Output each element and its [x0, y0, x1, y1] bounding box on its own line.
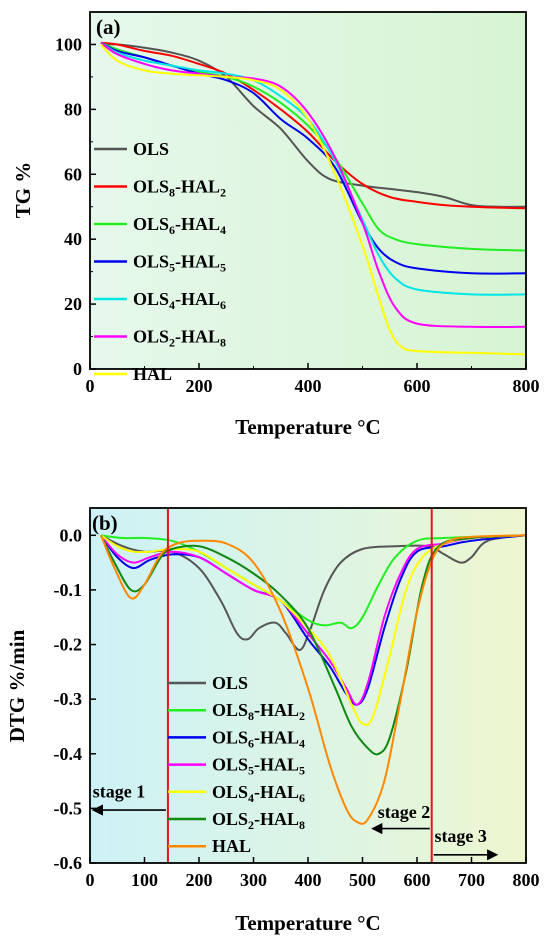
x-tick-label: 700 [458, 870, 485, 890]
y-tick-label: -0.4 [54, 744, 83, 764]
y-tick-label: -0.5 [54, 798, 83, 818]
x-tick-label: 0 [86, 870, 95, 890]
series-line-ols4-hal6 [100, 41, 527, 296]
x-tick-label: 200 [186, 376, 213, 396]
x-axis-title: Temperature °C [235, 911, 380, 935]
legend-label: OLS4-HAL6 [212, 782, 305, 805]
legend-label: OLS6-HAL4 [133, 214, 226, 237]
series-line-ols8-hal2 [100, 41, 527, 210]
legend-label: OLS6-HAL4 [212, 727, 305, 750]
stage-3-label: stage 3 [434, 826, 487, 846]
y-tick-label: -0.3 [54, 689, 83, 709]
y-axis-title: DTG %/min [5, 629, 29, 742]
x-tick-label: 200 [186, 870, 213, 890]
series-line-ols2-hal8 [100, 41, 527, 329]
legend-label: OLS8-HAL2 [133, 177, 226, 200]
stage-2-label: stage 2 [378, 802, 431, 822]
series-lines [99, 534, 527, 825]
axis-ticks: 0 100 200 300 400 500 600 700 800 -0.6 -0.5 -0.4 -0.… [54, 525, 540, 890]
legend: OLS OLS8-HAL2 OLS6-HAL4 OLS5-HAL5 OLS4-HAL6 O… [168, 673, 305, 856]
y-tick-label: 80 [64, 99, 82, 119]
legend-label: OLS8-HAL2 [212, 700, 305, 723]
legend-label: OLS [212, 673, 248, 693]
x-tick-label: 400 [295, 870, 322, 890]
y-tick-label: 40 [64, 229, 82, 249]
y-tick-label: -0.2 [54, 635, 83, 655]
series-line-hal [99, 534, 527, 825]
x-tick-label: 400 [295, 376, 322, 396]
y-tick-label: -0.6 [54, 853, 83, 873]
legend-label: HAL [212, 836, 251, 856]
series-line-ols4-hal6 [100, 534, 527, 726]
panel-label: (b) [92, 511, 118, 535]
x-tick-label: 300 [240, 870, 267, 890]
series-lines [100, 41, 527, 356]
series-line-ols5-hal5 [100, 534, 527, 706]
legend: OLS OLS8-HAL2 OLS6-HAL4 OLS5-HAL5 OLS4-HAL6 O… [94, 139, 226, 384]
legend-label: OLS [133, 139, 169, 159]
legend-label: OLS5-HAL5 [133, 252, 226, 275]
stage-1-label: stage 1 [93, 781, 146, 801]
x-axis-title: Temperature °C [235, 415, 380, 439]
legend-label: OLS2-HAL8 [133, 327, 226, 350]
series-line-ols [100, 43, 527, 208]
y-tick-label: 100 [55, 34, 82, 54]
x-tick-label: 600 [404, 870, 431, 890]
series-line-ols [100, 534, 527, 651]
panel-label: (a) [96, 15, 121, 39]
y-tick-label: 0 [73, 359, 82, 379]
legend-label: OLS2-HAL8 [212, 809, 305, 832]
x-tick-label: 100 [131, 870, 158, 890]
y-axis-title: TG % [11, 162, 35, 219]
x-tick-label: 800 [513, 376, 540, 396]
plot-background [90, 12, 526, 369]
series-line-ols8-hal2 [100, 534, 527, 630]
x-tick-label: 500 [349, 870, 376, 890]
x-tick-label: 600 [404, 376, 431, 396]
legend-label: HAL [133, 364, 172, 384]
y-tick-label: 0.0 [60, 525, 83, 545]
y-tick-label: -0.1 [54, 580, 83, 600]
series-line-hal [100, 43, 527, 356]
x-tick-label: 800 [513, 870, 540, 890]
series-line-ols5-hal5 [100, 41, 527, 275]
axis-ticks: 0 200 400 600 800 0 20 40 60 80 100 [55, 34, 540, 396]
y-tick-label: 20 [64, 294, 82, 314]
legend-label: OLS4-HAL6 [133, 289, 226, 312]
y-tick-label: 60 [64, 164, 82, 184]
legend-label: OLS5-HAL5 [212, 755, 305, 778]
x-tick-label: 0 [86, 376, 95, 396]
